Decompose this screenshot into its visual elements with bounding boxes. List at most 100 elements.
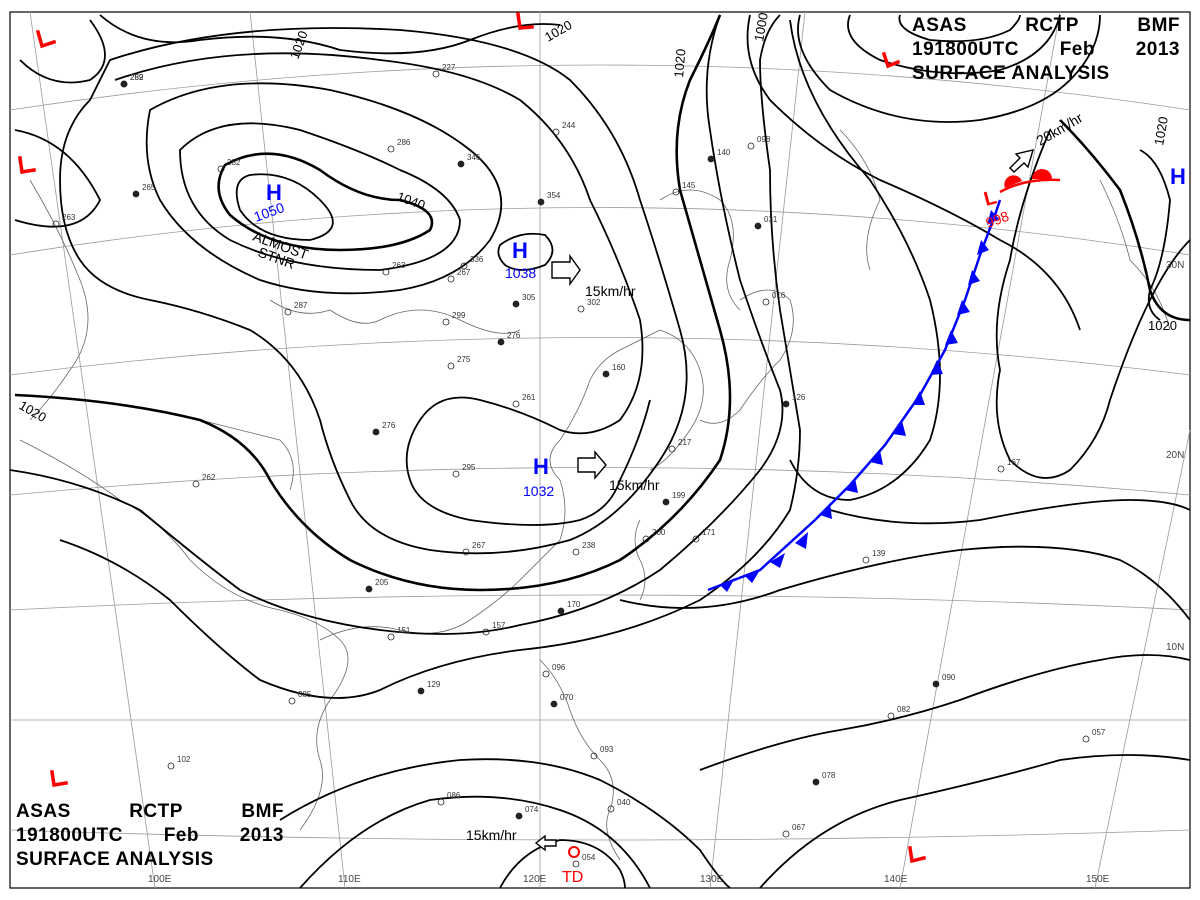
- isobar-label-4: 1040: [395, 189, 427, 213]
- lon-label-140E: 140E: [884, 874, 908, 885]
- station-marker: [120, 80, 128, 88]
- station-pressure: 098: [757, 135, 771, 144]
- station-marker: [932, 680, 940, 688]
- station-marker: [662, 498, 670, 506]
- station-marker: [382, 268, 390, 276]
- motion-label-2: 15km/hr: [609, 477, 660, 493]
- station-pressure: 096: [552, 663, 566, 672]
- warm-front: [999, 169, 1061, 194]
- title-month: Feb: [1059, 39, 1095, 60]
- high-value-1: 1050: [252, 199, 287, 225]
- coastlines: [19, 129, 1171, 861]
- station-pressure: 238: [582, 541, 596, 550]
- station-marker: [452, 470, 460, 478]
- station-pressure: 171: [702, 528, 716, 537]
- station-pressure: 275: [457, 355, 471, 364]
- station-pressure: 252: [130, 73, 144, 82]
- station-marker: [432, 70, 440, 78]
- station-pressure: 227: [442, 63, 456, 72]
- station-pressure: 286: [397, 138, 411, 147]
- station-pressure: 057: [1092, 728, 1106, 737]
- station-marker: [887, 712, 895, 720]
- station-pressure: 145: [682, 181, 696, 190]
- station-marker: [668, 445, 676, 453]
- station-pressure: 299: [452, 311, 466, 320]
- low-marker-3: [18, 156, 37, 175]
- station-pressure: 199: [672, 491, 686, 500]
- motion-arrows: [534, 149, 1035, 852]
- station-marker: [572, 860, 580, 868]
- station-marker: [812, 778, 820, 786]
- station-pressure: 016: [772, 291, 786, 300]
- low-value-1: 998: [984, 208, 1012, 231]
- station-pressure: 078: [822, 771, 836, 780]
- station-pressure: 074: [525, 805, 539, 814]
- motion-arrow-1: [551, 253, 581, 287]
- station-pressure: 276: [382, 421, 396, 430]
- cold-front: [707, 199, 1002, 592]
- station-pressure: 126: [792, 393, 806, 402]
- title-block-bottom: ASAS RCTP BMF 191800UTC Feb 2013 SURFACE…: [16, 800, 284, 872]
- station-pressure: 070: [560, 693, 574, 702]
- station-pressure: 265: [142, 183, 156, 192]
- station-marker: [557, 607, 565, 615]
- tropical-depression-label: TD: [562, 869, 583, 886]
- station-pressure: 205: [375, 578, 389, 587]
- station-pressure: 157: [492, 621, 506, 630]
- coordinate-labels: 110E 120E 130E 140E 150E 100E 20N 10N 30…: [148, 260, 1184, 885]
- motion-arrow-3: [1009, 149, 1035, 173]
- motion-arrow-2: [577, 450, 607, 480]
- station-marker: [782, 400, 790, 408]
- station-pressure: 267: [472, 541, 486, 550]
- title-year: 2013: [1135, 39, 1180, 60]
- station-pressure: 354: [547, 191, 561, 200]
- high-value-2: 1038: [505, 265, 536, 281]
- isobar-label-6: 1000: [751, 11, 771, 42]
- station-pressure: 295: [462, 463, 476, 472]
- station-pressure: 151: [397, 626, 411, 635]
- station-marker: [512, 400, 520, 408]
- high-center-3: H: [533, 454, 549, 479]
- station-marker: [542, 670, 550, 678]
- lat-label-20N: 20N: [1166, 450, 1184, 461]
- station-marker: [1082, 735, 1090, 743]
- lon-label-130E: 130E: [700, 874, 724, 885]
- tropical-depression-marker: [568, 846, 580, 858]
- station-pressure: 082: [897, 705, 911, 714]
- lon-label-110E: 110E: [338, 874, 361, 885]
- station-marker: [447, 275, 455, 283]
- station-marker: [552, 128, 560, 136]
- station-marker: [607, 805, 615, 813]
- station-marker: [372, 428, 380, 436]
- station-marker: [482, 628, 490, 636]
- station-marker: [457, 160, 465, 168]
- station-marker: [572, 548, 580, 556]
- station-pressure: 031: [764, 215, 778, 224]
- station-pressure: 217: [678, 438, 692, 447]
- station-marker: [447, 362, 455, 370]
- station-marker: [590, 752, 598, 760]
- station-pressure: 262: [202, 473, 216, 482]
- isobar-label-5: 1020: [671, 48, 688, 78]
- station-marker: [862, 556, 870, 564]
- high-value-3: 1032: [523, 483, 554, 499]
- graticule: [9, 11, 1191, 889]
- station-pressure: 289: [130, 73, 144, 82]
- pressure-centers: H 1050 ALMOST STNR H 1038 H 1032 H L 998…: [251, 164, 1186, 886]
- station-marker: [284, 308, 292, 316]
- station-pressure: 261: [522, 393, 536, 402]
- station-marker: [132, 190, 140, 198]
- station-pressure: 160: [612, 363, 626, 372]
- high-center-2: H: [512, 238, 528, 263]
- station-pressure: 346: [467, 153, 481, 162]
- title-row-1: ASAS RCTP BMF: [16, 800, 284, 824]
- low-marker-2: [516, 12, 534, 30]
- title-code: BMF: [241, 801, 284, 822]
- station-marker: [515, 812, 523, 820]
- station-marker: [387, 633, 395, 641]
- title-row-3: SURFACE ANALYSIS: [912, 63, 1110, 84]
- station-pressure: 139: [872, 549, 886, 558]
- title-row-1: ASAS RCTP BMF: [912, 14, 1180, 38]
- title-row-3: SURFACE ANALYSIS: [16, 849, 214, 870]
